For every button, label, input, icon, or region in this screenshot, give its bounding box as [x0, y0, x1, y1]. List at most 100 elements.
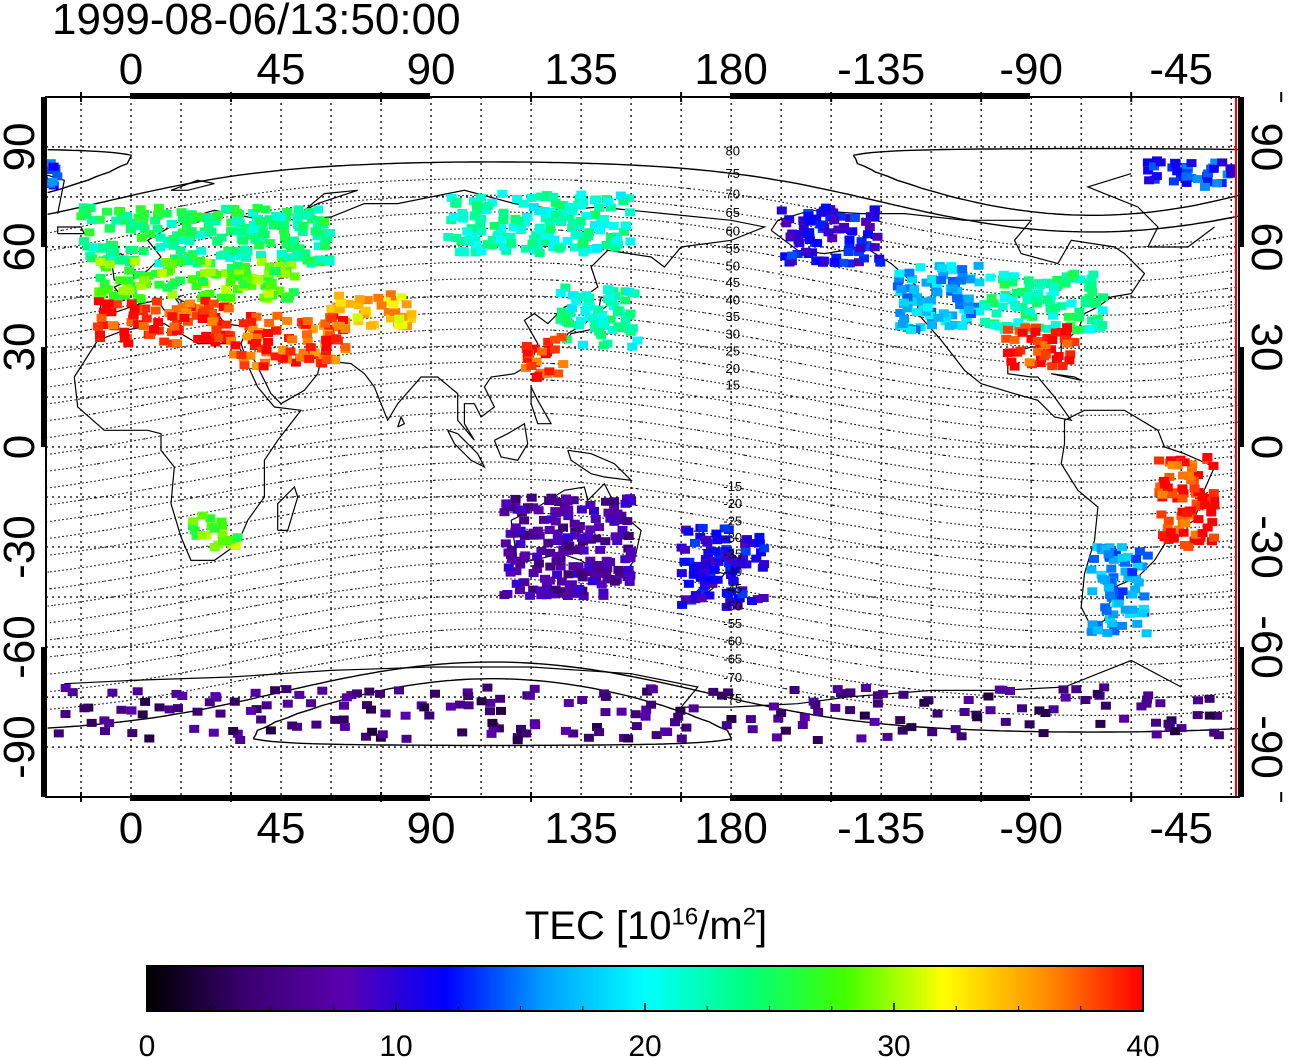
tec-cell	[176, 208, 187, 217]
left-latitude-tick-label: 60	[0, 222, 44, 271]
tec-cell	[602, 564, 613, 573]
tec-cell	[1089, 298, 1100, 307]
tec-cell	[1178, 471, 1188, 480]
tec-cell	[902, 304, 913, 313]
tec-cell	[560, 726, 571, 735]
tec-cell	[462, 237, 473, 246]
tec-cell	[583, 733, 594, 742]
tec-observations	[46, 156, 1237, 745]
tec-cell	[352, 313, 363, 322]
tec-cell	[1193, 696, 1203, 705]
tec-cell	[1155, 158, 1166, 167]
tec-cell	[282, 316, 293, 325]
tec-cell	[485, 707, 495, 716]
tec-cell	[274, 286, 285, 295]
tec-cell	[585, 556, 596, 565]
tec-cell	[545, 548, 556, 557]
tec-cell	[576, 505, 587, 514]
coastline-sumatra	[447, 429, 486, 469]
tec-cell	[1108, 573, 1119, 582]
tec-cell	[338, 715, 349, 724]
tec-cell	[838, 258, 849, 267]
tec-cell	[451, 234, 462, 242]
tec-cell	[614, 516, 625, 525]
tec-cell	[469, 197, 479, 206]
colorbar-label-end: ]	[756, 904, 768, 948]
tec-cell	[218, 303, 229, 311]
tec-cell	[1131, 575, 1142, 584]
tec-cell	[1004, 348, 1015, 357]
magnetic-latitude-contour	[47, 594, 1239, 666]
tec-cell	[875, 258, 886, 267]
tec-cell	[511, 567, 522, 576]
tec-cell	[612, 232, 622, 241]
tec-cell	[281, 685, 292, 694]
tec-cell	[520, 244, 531, 253]
tec-cell	[270, 686, 281, 695]
tec-cell	[292, 220, 303, 229]
tec-cell	[617, 526, 628, 534]
tec-cell	[236, 252, 246, 261]
tec-cell	[129, 257, 140, 266]
tec-cell	[1080, 696, 1091, 704]
tec-cell	[87, 254, 98, 263]
tec-cell	[902, 293, 913, 302]
tec-cell	[476, 247, 487, 256]
tec-cell	[162, 237, 173, 246]
magnetic-latitude-label: -60	[723, 633, 742, 648]
tec-cell	[964, 275, 975, 284]
tec-cell	[861, 684, 871, 692]
tec-cell	[498, 208, 509, 217]
bottom-longitude-tick-label: 45	[257, 804, 306, 853]
tec-cell	[400, 711, 411, 720]
tec-cell	[916, 297, 927, 306]
tec-cell	[511, 579, 522, 588]
tec-cell	[792, 250, 803, 258]
tec-cell	[401, 734, 412, 743]
tec-cell	[804, 233, 815, 242]
tec-cell	[1009, 362, 1020, 371]
tec-cell	[544, 217, 555, 226]
tec-cell	[519, 516, 530, 525]
tec-cell	[258, 362, 269, 371]
tec-cell	[1012, 348, 1023, 357]
tec-cell	[1141, 699, 1152, 708]
tec-cell	[455, 700, 465, 709]
tec-cell	[154, 703, 165, 712]
tec-cell	[623, 734, 634, 743]
tec-cell	[906, 723, 917, 732]
coastline-madagascar	[277, 485, 299, 531]
tec-cell	[679, 557, 690, 566]
tec-cell	[563, 570, 574, 579]
tec-cell	[829, 258, 840, 267]
tec-cell	[476, 193, 486, 202]
tec-cell	[662, 728, 673, 736]
tec-cell	[124, 266, 135, 275]
tec-cell	[457, 208, 468, 217]
tec-cell	[575, 568, 586, 577]
tec-cell	[339, 722, 350, 731]
tec-cell	[505, 568, 516, 577]
bottom-longitude-tick-label: -90	[999, 804, 1063, 853]
tec-cell	[451, 197, 462, 206]
tec-cell	[1199, 501, 1210, 510]
tec-cell	[246, 706, 256, 715]
tec-cell	[229, 350, 240, 359]
tec-cell	[139, 224, 150, 233]
tec-cell	[927, 728, 938, 737]
tec-cell	[82, 242, 93, 251]
tec-cell	[839, 222, 850, 231]
tec-cell	[594, 523, 604, 532]
tec-cell	[364, 687, 375, 696]
tec-cell	[138, 322, 149, 331]
tec-cell	[145, 230, 156, 238]
tec-cell	[963, 294, 974, 303]
tec-cell	[86, 718, 97, 727]
tec-cell	[217, 521, 228, 530]
tec-cell	[907, 275, 918, 284]
tec-cell	[732, 601, 743, 610]
tec-cell	[759, 544, 770, 553]
tec-cell	[419, 703, 430, 712]
tec-cell	[585, 525, 596, 534]
tec-cell	[106, 308, 117, 317]
